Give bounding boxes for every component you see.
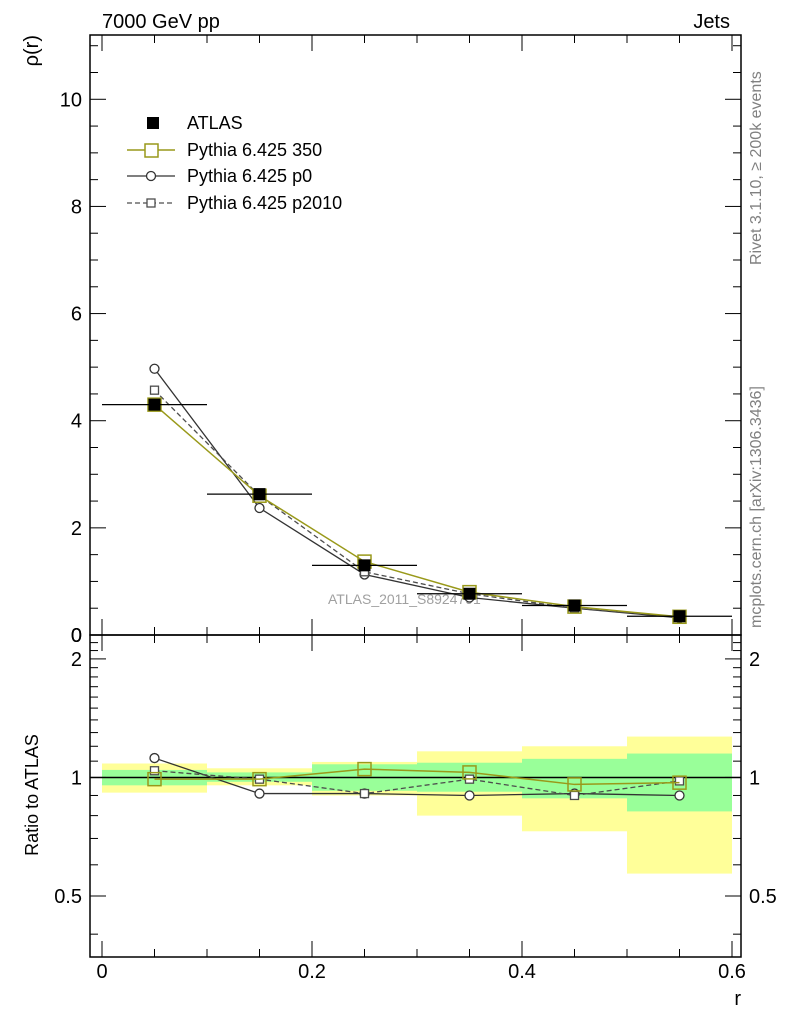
legend: ATLAS Pythia 6.425 350 Pythia 6.425 p0 P… [127, 113, 342, 213]
marker-py_p0 [674, 790, 685, 801]
legend-label-py-p2010: Pythia 6.425 p2010 [187, 193, 342, 213]
ratio-ytick-label: 1 [749, 767, 760, 789]
ratio-series [147, 752, 687, 801]
ratio-bands [102, 736, 732, 874]
legend-item-py-p2010: Pythia 6.425 p2010 [127, 193, 342, 213]
ratio-ytick-label: 1 [71, 767, 82, 789]
marker-py_p2010 [674, 776, 685, 786]
y-axis-label-main: ρ(r) [21, 35, 43, 66]
header-left: 7000 GeV pp [102, 11, 220, 33]
marker-py_p0 [149, 363, 160, 374]
side-label-bottom: mcplots.cern.ch [arXiv:1306.3436] [748, 386, 765, 628]
marker-py_p2010 [149, 766, 160, 776]
main-ytick-label: 0 [71, 625, 82, 647]
marker-py350 [567, 777, 582, 792]
legend-marker-py350 [144, 143, 159, 158]
line-py350 [154, 404, 680, 618]
marker-py_p0 [254, 788, 265, 799]
marker-py_p0 [149, 752, 160, 764]
main-ytick-label: 6 [71, 304, 82, 326]
line-py350 [154, 768, 680, 786]
header-right: Jets [693, 11, 730, 33]
marker-py_p0 [464, 790, 475, 801]
marker-py_p2010 [149, 385, 160, 395]
marker-atlas [463, 587, 476, 600]
main-ytick-label: 10 [60, 89, 82, 111]
marker-py350 [147, 771, 162, 787]
legend-item-py-p0: Pythia 6.425 p0 [127, 166, 312, 186]
main-ytick-label: 8 [71, 196, 82, 218]
line-py_p2010 [154, 770, 680, 797]
ratio-ytick-label: 2 [749, 649, 760, 671]
legend-marker-atlas [147, 117, 159, 129]
marker-atlas [568, 599, 581, 612]
marker-atlas [148, 398, 161, 411]
main-ytick-label: 2 [71, 518, 82, 540]
ratio-frame [89, 634, 742, 958]
legend-marker-py-p0 [145, 170, 157, 182]
ratio-xtick-label: 0.2 [298, 961, 326, 983]
marker-py350 [357, 761, 372, 777]
x-axis-label: r [734, 988, 741, 1010]
marker-py_p0 [254, 502, 265, 514]
marker-py_p2010 [359, 788, 370, 799]
main-series [102, 363, 732, 625]
legend-item-py350: Pythia 6.425 350 [127, 140, 322, 160]
line-py_p0 [154, 757, 680, 797]
legend-item-atlas: ATLAS [147, 113, 243, 133]
ratio-xtick-label: 0.6 [718, 961, 746, 983]
marker-atlas [673, 610, 686, 623]
line-py_p2010 [154, 389, 680, 618]
line-py_p0 [153, 368, 680, 619]
legend-label-py350: Pythia 6.425 350 [187, 140, 322, 160]
marker-py350 [252, 771, 267, 787]
panel-frames [89, 34, 742, 958]
side-label-top: Rivet 3.1.10, ≥ 200k events [748, 71, 765, 265]
main-ytick-label-zero: 0 [71, 625, 82, 647]
main-ytick-label: 4 [71, 411, 82, 433]
marker-atlas [253, 488, 266, 501]
ratio-ytick-label: 2 [71, 649, 82, 671]
marker-atlas [358, 559, 371, 572]
ratio-ytick-label: 0.5 [749, 886, 777, 908]
marker-py_p2010 [569, 790, 580, 801]
ratio-xtick-label: 0 [96, 961, 107, 983]
legend-label-atlas: ATLAS [187, 113, 243, 133]
legend-marker-py-p2010 [146, 198, 156, 208]
ratio-ytick-label: 0.5 [54, 886, 82, 908]
y-axis-label-ratio: Ratio to ATLAS [22, 734, 42, 856]
marker-py350 [462, 765, 477, 780]
legend-label-py-p0: Pythia 6.425 p0 [187, 166, 312, 186]
ratio-xtick-label: 0.4 [508, 961, 536, 983]
watermark: ATLAS_2011_S8924791 [328, 591, 481, 607]
marker-py350 [672, 775, 687, 790]
